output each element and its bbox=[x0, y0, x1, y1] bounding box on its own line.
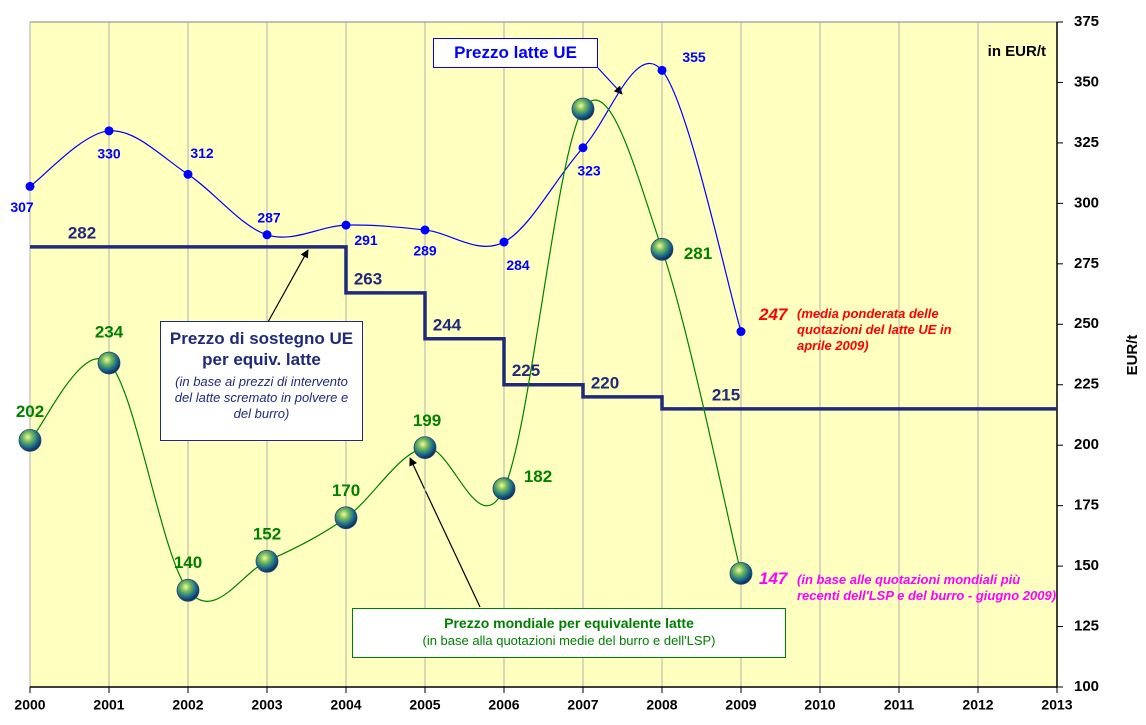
marker bbox=[499, 237, 509, 247]
marker bbox=[657, 65, 667, 75]
x-tick-label: 2012 bbox=[962, 697, 993, 713]
globe-marker bbox=[176, 578, 200, 602]
legend-label: Prezzo mondiale per equivalente latte bbox=[444, 615, 694, 631]
globe-marker bbox=[18, 428, 42, 452]
data-label: 170 bbox=[332, 481, 360, 500]
data-label: 330 bbox=[97, 146, 121, 162]
globe-marker bbox=[97, 351, 121, 375]
arrow bbox=[597, 67, 623, 95]
data-label: 281 bbox=[684, 244, 712, 263]
y-tick-label: 350 bbox=[1074, 73, 1099, 90]
x-tick-label: 2005 bbox=[409, 697, 440, 713]
y-tick-label: 325 bbox=[1074, 134, 1099, 151]
y-tick-label: 300 bbox=[1074, 194, 1099, 211]
unit-note: in EUR/t bbox=[988, 43, 1046, 60]
data-label: 289 bbox=[413, 243, 437, 259]
legend-label: Prezzo di sostegno UE per equiv. latte bbox=[169, 329, 354, 369]
globe-marker bbox=[729, 561, 753, 585]
marker bbox=[736, 327, 746, 337]
x-tick-label: 2013 bbox=[1041, 697, 1072, 713]
y-tick-label: 100 bbox=[1074, 678, 1099, 695]
data-label: 147 bbox=[759, 569, 789, 588]
x-tick-label: 2000 bbox=[14, 697, 45, 713]
data-label: 263 bbox=[354, 269, 382, 288]
data-label: 307 bbox=[10, 199, 34, 215]
legend-note: (in base ai prezzi di intervento del lat… bbox=[174, 374, 349, 421]
globe-marker bbox=[255, 549, 279, 573]
data-label: 312 bbox=[190, 145, 214, 161]
arrow bbox=[267, 249, 309, 323]
arrow bbox=[409, 457, 481, 608]
marker bbox=[104, 126, 114, 136]
data-label: 215 bbox=[712, 385, 740, 404]
data-label: 244 bbox=[433, 315, 462, 334]
annotation: (media ponderata delle quotazioni del la… bbox=[797, 306, 952, 353]
legend-label: Prezzo latte UE bbox=[454, 43, 577, 62]
globe-marker bbox=[413, 436, 437, 460]
y-tick-label: 175 bbox=[1074, 497, 1099, 514]
x-tick-label: 2007 bbox=[567, 697, 598, 713]
y-tick-label: 250 bbox=[1074, 315, 1099, 332]
marker bbox=[420, 225, 430, 235]
data-label: 140 bbox=[174, 553, 202, 572]
legend-box: Prezzo mondiale per equivalente latte (i… bbox=[352, 608, 786, 658]
data-label: 287 bbox=[257, 210, 281, 226]
globe-marker bbox=[650, 237, 674, 261]
data-label: 247 bbox=[758, 305, 789, 324]
data-label: 202 bbox=[16, 402, 44, 421]
y-tick-label: 200 bbox=[1074, 436, 1099, 453]
data-label: 284 bbox=[506, 257, 530, 273]
x-tick-label: 2006 bbox=[488, 697, 519, 713]
x-tick-label: 2009 bbox=[725, 697, 756, 713]
x-tick-label: 2011 bbox=[884, 697, 915, 713]
marker bbox=[341, 220, 351, 230]
data-label: 234 bbox=[95, 322, 124, 341]
globe-marker bbox=[492, 477, 516, 501]
data-label: 220 bbox=[591, 373, 619, 392]
x-tick-label: 2004 bbox=[330, 697, 361, 713]
globe-marker bbox=[334, 506, 358, 530]
marker bbox=[25, 181, 35, 191]
y-tick-label: 375 bbox=[1074, 13, 1099, 30]
legend-box: Prezzo latte UE bbox=[433, 38, 598, 68]
marker bbox=[183, 169, 193, 179]
legend-note: (in base alla quotazioni medie del burro… bbox=[422, 633, 716, 648]
annotation: (in base alle quotazioni mondiali più re… bbox=[797, 572, 1057, 603]
data-label: 282 bbox=[68, 223, 96, 242]
globe-marker bbox=[571, 97, 595, 121]
data-label: 225 bbox=[512, 361, 540, 380]
data-label: 291 bbox=[354, 232, 378, 248]
legend-box: Prezzo di sostegno UE per equiv. latte (… bbox=[160, 321, 363, 441]
x-tick-label: 2010 bbox=[804, 697, 835, 713]
x-tick-label: 2001 bbox=[93, 697, 124, 713]
x-tick-label: 2003 bbox=[251, 697, 282, 713]
x-tick-label: 2002 bbox=[172, 697, 203, 713]
data-label: 152 bbox=[253, 525, 281, 544]
data-label: 355 bbox=[682, 49, 706, 65]
x-tick-label: 2008 bbox=[646, 697, 677, 713]
data-label: 199 bbox=[413, 411, 441, 430]
data-label: 323 bbox=[577, 162, 601, 178]
y-tick-label: 225 bbox=[1074, 376, 1099, 393]
y-tick-label: 150 bbox=[1074, 557, 1099, 574]
y-axis-label: EUR/t bbox=[1124, 335, 1141, 376]
y-tick-label: 125 bbox=[1074, 618, 1099, 635]
marker bbox=[262, 230, 272, 240]
data-label: 182 bbox=[524, 467, 552, 486]
y-tick-label: 275 bbox=[1074, 255, 1099, 272]
step-line bbox=[30, 245, 1057, 411]
marker bbox=[578, 143, 588, 153]
